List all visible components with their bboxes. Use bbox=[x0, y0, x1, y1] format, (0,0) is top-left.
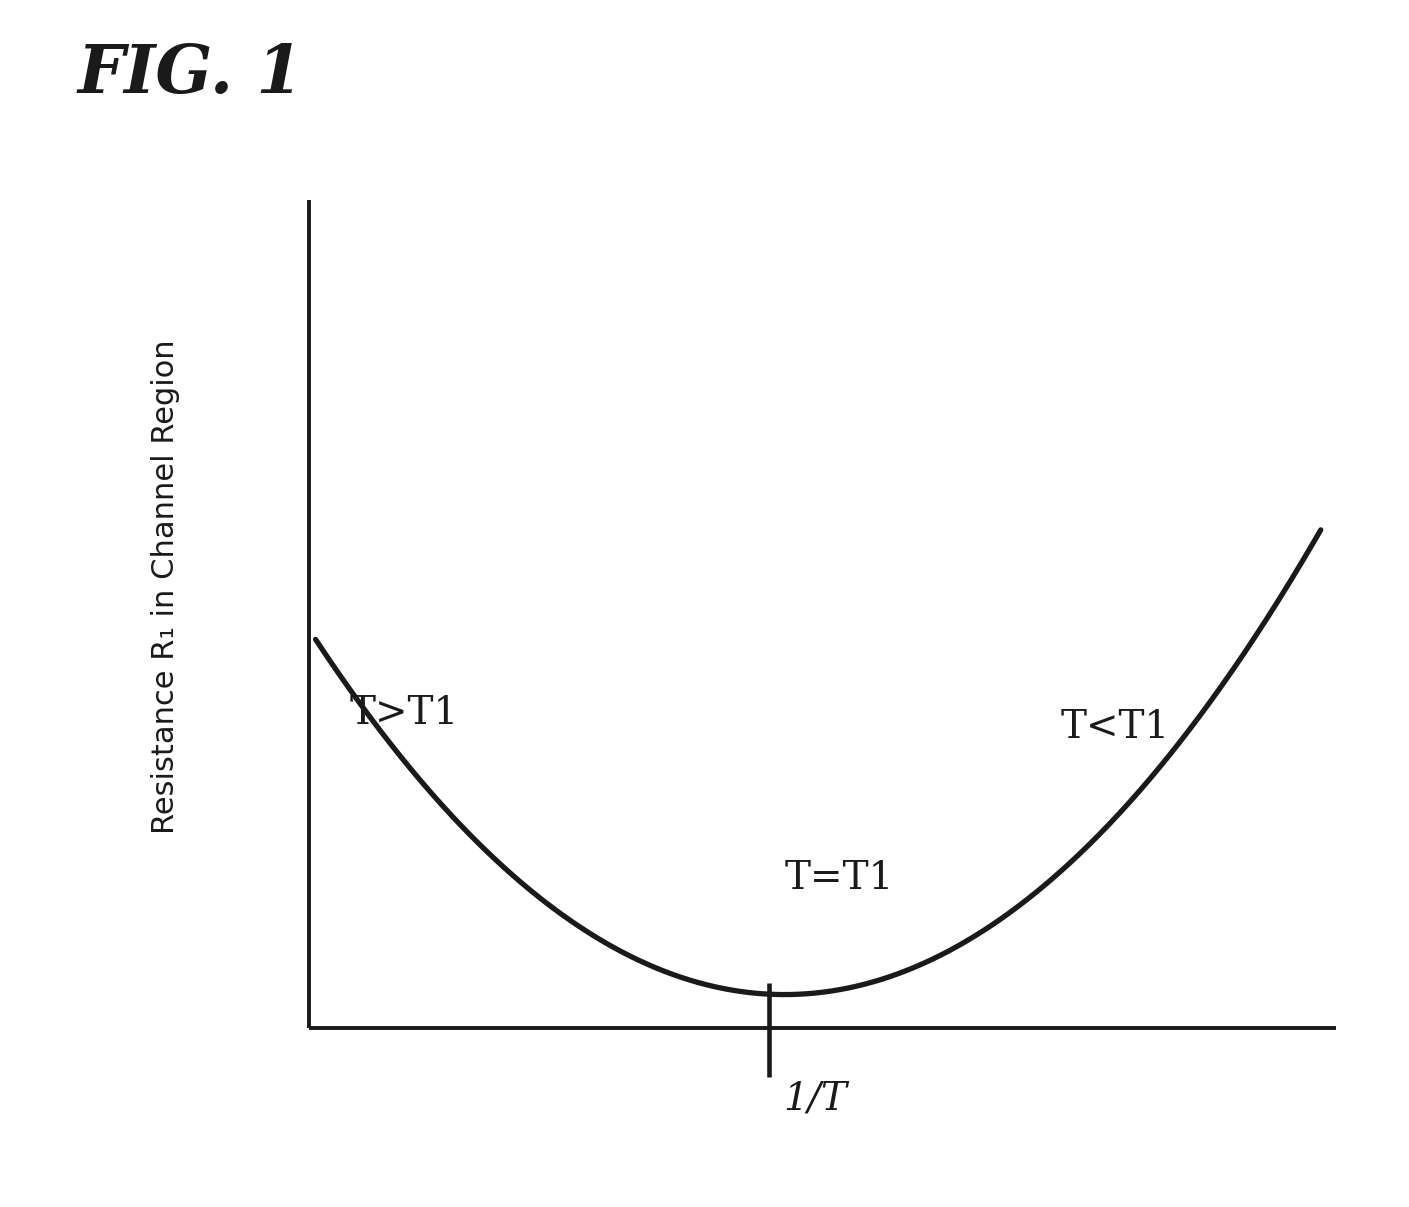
Text: FIG. 1: FIG. 1 bbox=[77, 42, 303, 107]
Text: T=T1: T=T1 bbox=[785, 861, 893, 897]
Text: T>T1: T>T1 bbox=[349, 695, 458, 733]
Text: Resistance R₁ in Channel Region: Resistance R₁ in Channel Region bbox=[151, 339, 180, 834]
Text: 1/T: 1/T bbox=[783, 1081, 847, 1118]
Text: T<T1: T<T1 bbox=[1061, 709, 1169, 746]
